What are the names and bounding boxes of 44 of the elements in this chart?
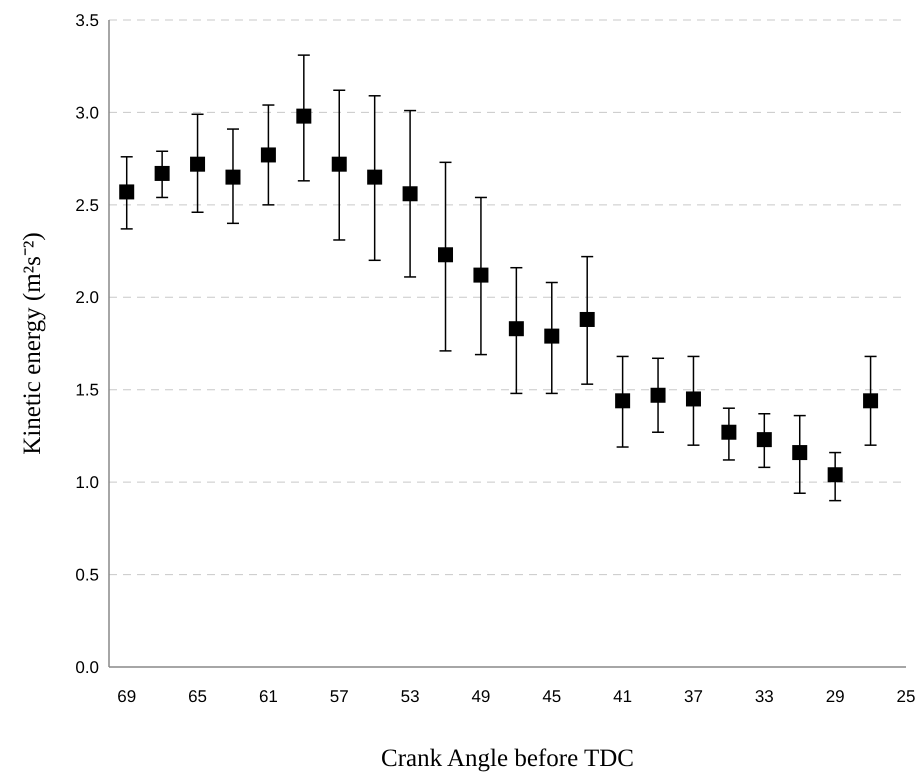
point — [119, 184, 134, 200]
point — [473, 268, 488, 283]
y-tick-label: 0.0 — [75, 658, 99, 677]
y-tick-label: 3.0 — [75, 103, 99, 122]
point — [402, 186, 418, 202]
y-tick-label: 2.0 — [75, 288, 99, 308]
y-tick-label: 3.5 — [75, 10, 99, 30]
point — [615, 393, 630, 408]
point — [863, 393, 878, 408]
x-tick-label: 37 — [684, 687, 703, 706]
x-tick-label: 53 — [400, 687, 420, 706]
x-tick-label: 45 — [542, 687, 562, 706]
point — [686, 391, 701, 406]
point — [828, 467, 843, 482]
x-tick-label: 65 — [188, 687, 208, 706]
point — [260, 147, 276, 162]
point — [650, 388, 666, 403]
x-tick-label: 41 — [613, 687, 632, 706]
point — [190, 156, 206, 172]
point — [367, 170, 382, 185]
point — [332, 156, 347, 172]
x-tick-label: 57 — [330, 687, 349, 706]
point — [225, 170, 240, 185]
point — [544, 328, 560, 344]
x-axis-title: Crank Angle before TDC — [381, 745, 634, 772]
y-axis-title: Kinetic energy (m²s⁻²) — [19, 232, 46, 455]
x-tick-label: 61 — [258, 687, 278, 706]
point — [508, 321, 524, 336]
point — [438, 247, 454, 262]
y-tick-label: 2.5 — [75, 196, 99, 215]
point — [296, 108, 312, 124]
x-tick-label: 49 — [471, 687, 490, 706]
y-tick-label: 1.0 — [75, 473, 99, 492]
y-tick-label: 0.5 — [75, 566, 99, 585]
point — [580, 312, 595, 327]
x-tick-label: 69 — [117, 687, 136, 706]
y-tick-label: 1.5 — [75, 380, 99, 400]
point — [721, 424, 736, 440]
point — [792, 445, 808, 460]
x-tick-label: 29 — [826, 687, 845, 706]
point — [154, 166, 170, 181]
x-tick-label: 33 — [754, 687, 774, 706]
x-tick-label: 25 — [896, 687, 916, 706]
point — [756, 432, 772, 448]
